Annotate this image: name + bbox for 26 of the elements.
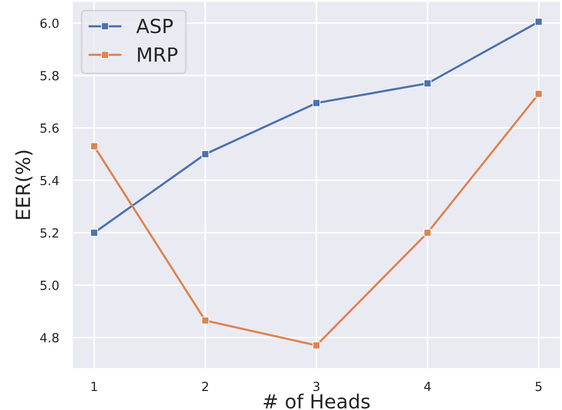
point bbox=[424, 228, 432, 237]
y-tick-label: 5.2 bbox=[40, 228, 58, 238]
legend-label: ASP bbox=[136, 18, 173, 34]
x-tick-label: 5 bbox=[536, 382, 542, 392]
y-axis-title: EER(%) bbox=[15, 150, 33, 219]
point bbox=[312, 342, 320, 350]
x-tick-label: 1 bbox=[92, 382, 97, 391]
y-tick-label: 5.6 bbox=[40, 123, 59, 133]
x-tick-label: 2 bbox=[202, 382, 208, 391]
y-tick-label: 5.0 bbox=[40, 280, 59, 290]
point bbox=[201, 316, 210, 324]
x-axis-title: # of Heads bbox=[264, 394, 370, 409]
x-tick-label: 4 bbox=[424, 382, 431, 391]
point bbox=[90, 142, 98, 150]
y-tick-label: 5.4 bbox=[40, 176, 59, 186]
y-tick-label: 6.0 bbox=[40, 18, 59, 28]
point bbox=[534, 90, 542, 98]
point bbox=[90, 228, 98, 237]
y-tick-label: 4.8 bbox=[40, 333, 59, 342]
point bbox=[534, 18, 542, 26]
point bbox=[424, 80, 432, 88]
legend-label: MRP bbox=[138, 47, 178, 62]
point bbox=[312, 99, 320, 107]
x-tick-label: 3 bbox=[313, 382, 320, 392]
y-tick-label: 5.8 bbox=[40, 70, 59, 80]
point bbox=[201, 150, 210, 158]
